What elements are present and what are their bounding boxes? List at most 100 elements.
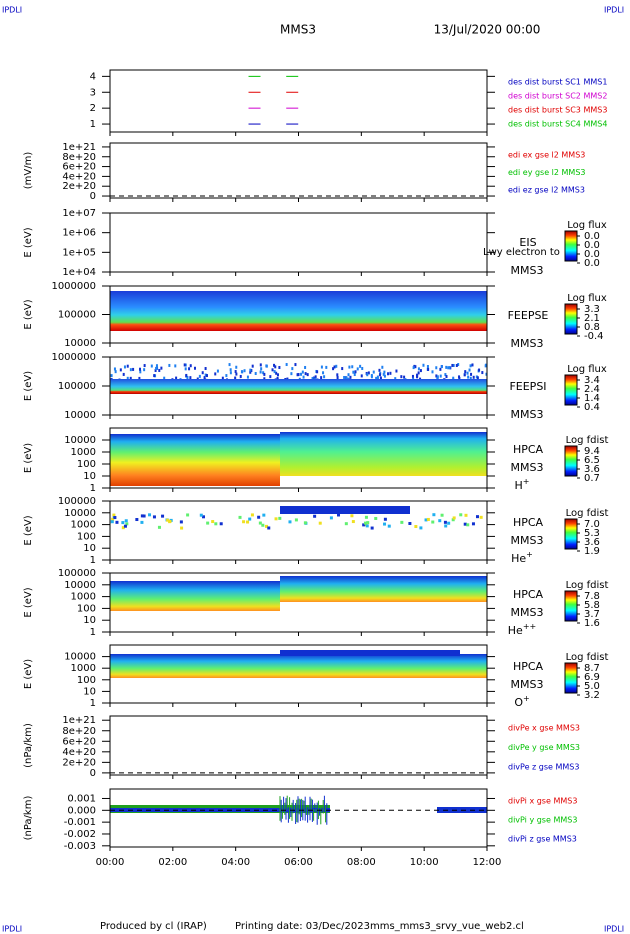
spectrogram-speckle xyxy=(204,367,207,371)
spectrogram-speckle xyxy=(323,375,326,379)
spectrogram-speckle xyxy=(269,375,272,379)
y-tick-label: -0.002 xyxy=(64,829,96,840)
y-axis-label: E (eV) xyxy=(23,299,34,329)
legend-entry: divPe y gse MMS3 xyxy=(508,743,580,752)
species-label: He++ xyxy=(508,622,536,638)
spectrogram-speckle xyxy=(468,368,471,372)
spectrogram-speckle xyxy=(219,522,223,526)
spectrogram-image xyxy=(280,432,487,476)
spectrogram-speckle xyxy=(111,517,115,521)
spectrogram-speckle xyxy=(348,365,351,369)
spectrogram-speckle xyxy=(447,366,450,370)
y-tick-label: 10 xyxy=(83,543,96,554)
y-axis-label: (mV/m) xyxy=(23,152,34,190)
spectrogram-speckle xyxy=(476,376,479,380)
y-tick-label: 2e+20 xyxy=(62,181,96,192)
spectrogram-speckle xyxy=(152,515,156,519)
colorbar-tick-label: 0.4 xyxy=(584,402,600,413)
colorbar-tick-label: 2.4 xyxy=(584,384,600,395)
spectrogram-speckle xyxy=(123,524,127,528)
legend-entry: divPi x gse MMS3 xyxy=(508,797,577,806)
spectrogram-speckle xyxy=(179,520,183,524)
overlay-text: Lwy electron to xyxy=(483,247,560,258)
spectrogram-speckle xyxy=(360,374,363,378)
y-tick-label: 0.001 xyxy=(67,793,96,804)
spectrogram-speckle xyxy=(189,364,192,368)
spectrogram-speckle xyxy=(249,370,252,374)
species-label: O+ xyxy=(514,694,529,710)
y-tick-label: 10000 xyxy=(64,508,96,519)
spectrogram-speckle xyxy=(276,373,279,377)
y-tick-label: 0.000 xyxy=(67,805,96,816)
spectrogram-speckle xyxy=(193,366,196,370)
spectrogram-speckle xyxy=(366,373,369,377)
spectrogram-speckle xyxy=(274,365,277,369)
spectrogram-speckle xyxy=(458,375,461,379)
spacecraft-title: MMS3 xyxy=(280,23,316,37)
spectrogram-speckle xyxy=(271,368,274,372)
y-tick-label: 4e+20 xyxy=(62,171,96,182)
colorbar-title: Log fdist xyxy=(566,435,609,446)
spectrogram-speckle xyxy=(199,513,203,517)
spacecraft-label: MMS3 xyxy=(511,606,544,619)
legend-entry: des dist burst SC4 MMS4 xyxy=(508,120,607,129)
spectrogram-speckle xyxy=(304,365,307,369)
spectrogram-speckle xyxy=(463,522,467,526)
spectrogram-speckle xyxy=(238,515,242,519)
spectrogram-speckle xyxy=(311,376,314,380)
spectrogram-speckle xyxy=(354,370,357,374)
spectrogram-speckle xyxy=(351,365,354,369)
footer-file: mms_mms3_srvy_vue_web2.cl xyxy=(370,921,524,932)
spectrogram-speckle xyxy=(375,376,378,380)
spectrogram-speckle xyxy=(229,368,232,372)
colorbar-tick-label: 3.2 xyxy=(584,690,600,701)
spectrogram-speckle xyxy=(239,374,242,378)
species-label: H+ xyxy=(515,477,530,493)
y-axis-label: (nPa/km) xyxy=(23,723,34,768)
species-ion: He xyxy=(511,552,526,565)
y-tick-label: 1e+07 xyxy=(62,208,96,219)
spectrogram-speckle xyxy=(414,525,418,529)
spectrogram-speckle xyxy=(214,372,217,376)
legend-entry: edi ex gse l2 MMS3 xyxy=(508,151,585,160)
spacecraft-label: MMS3 xyxy=(511,534,544,547)
spectrogram-speckle xyxy=(129,368,132,372)
species-charge: + xyxy=(526,550,533,559)
colorbar-tick-label: 3.4 xyxy=(584,375,600,386)
legend-entry: divPe z gse MMS3 xyxy=(508,763,579,772)
spectrogram-speckle xyxy=(400,375,403,379)
spectrogram-speckle xyxy=(445,365,448,369)
spectrogram-speckle xyxy=(206,521,210,525)
spectrogram-speckle xyxy=(126,364,129,368)
spectrogram-speckle xyxy=(383,517,387,521)
spectrogram-speckle xyxy=(431,520,435,524)
spectrogram-speckle xyxy=(364,515,368,519)
spectrogram-speckle xyxy=(478,368,481,372)
spectrogram-speckle xyxy=(436,375,439,379)
instrument-label: FEEPSI xyxy=(509,380,546,393)
spectrogram-speckle xyxy=(250,369,253,373)
spectrogram-speckle xyxy=(186,513,190,517)
spectrogram-speckle xyxy=(306,373,309,377)
spectrogram-speckle xyxy=(303,521,307,525)
y-tick-label: 1e+06 xyxy=(62,228,96,239)
spectrogram-speckle xyxy=(160,366,163,370)
y-tick-label: 4 xyxy=(90,71,96,82)
y-tick-label: 6e+20 xyxy=(62,736,96,747)
y-tick-label: 10000 xyxy=(64,435,96,446)
y-tick-label: 100 xyxy=(77,459,96,470)
instrument-label: FEEPSE xyxy=(508,309,549,322)
instrument-label: HPCA xyxy=(513,443,544,456)
spectrogram-speckle xyxy=(250,513,254,517)
spectrogram-speckle xyxy=(382,372,385,376)
colorbar-tick-label: 7.8 xyxy=(584,591,600,602)
spectrogram-speckle xyxy=(445,375,448,379)
spectrogram-speckle xyxy=(341,367,344,371)
spectrogram-speckle xyxy=(186,376,189,380)
spectrogram-speckle xyxy=(444,373,447,377)
spectrogram-speckle xyxy=(455,363,458,367)
spectrogram-speckle xyxy=(275,371,278,375)
y-tick-label: 10000 xyxy=(64,338,96,349)
spectrogram-speckle xyxy=(479,515,483,519)
